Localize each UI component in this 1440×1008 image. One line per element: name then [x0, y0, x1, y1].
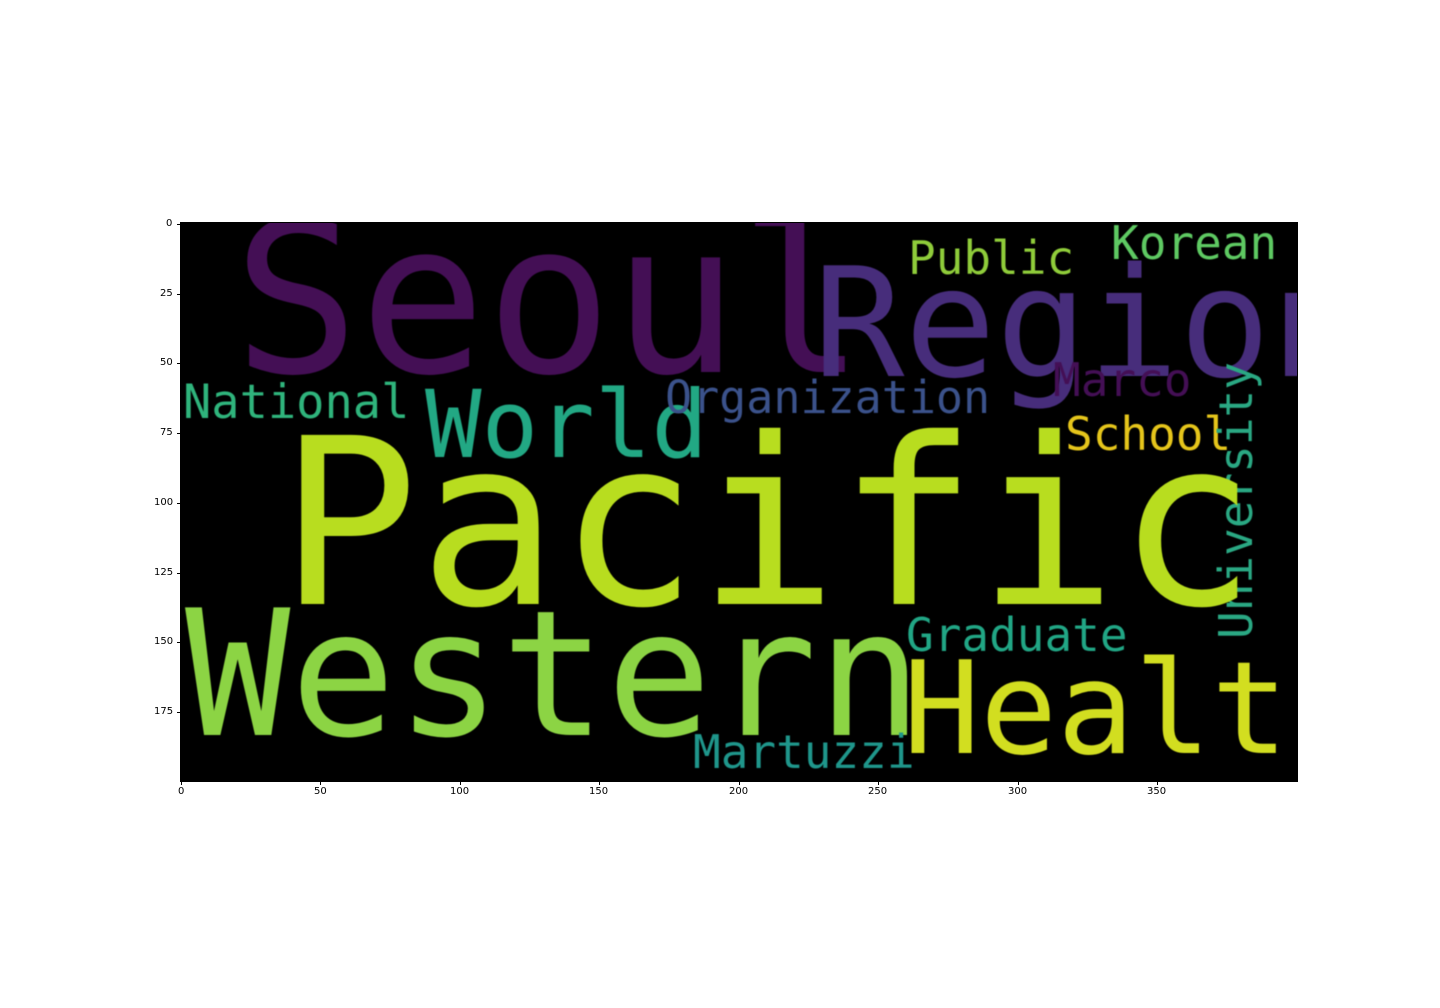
y-tick: [177, 224, 181, 225]
word-western: Western: [185, 574, 923, 777]
x-tick-label: 250: [868, 786, 888, 797]
word-organization: Organization: [665, 371, 991, 424]
y-tick: [177, 294, 181, 295]
word-korean: Korean: [1111, 223, 1278, 270]
x-tick: [599, 781, 600, 785]
wordcloud-image: Seoul Region Public Korean Marco Nationa…: [180, 222, 1298, 782]
word-seoul: Seoul: [233, 223, 866, 422]
x-tick-label: 350: [1147, 786, 1167, 797]
word-martuzzi: Martuzzi: [693, 725, 915, 779]
word-public: Public: [908, 231, 1075, 285]
y-tick: [177, 503, 181, 504]
y-tick-label: 25: [160, 288, 173, 299]
word-school: School: [1065, 407, 1232, 461]
y-tick-label: 0: [166, 218, 173, 229]
x-tick: [181, 781, 182, 785]
x-tick-label: 50: [314, 786, 327, 797]
x-tick-label: 0: [178, 786, 185, 797]
y-tick-label: 150: [154, 636, 174, 647]
x-tick-label: 200: [729, 786, 749, 797]
y-tick: [177, 712, 181, 713]
x-tick-label: 150: [589, 786, 609, 797]
x-tick: [878, 781, 879, 785]
word-world: World: [425, 371, 708, 480]
x-tick: [1157, 781, 1158, 785]
y-tick: [177, 433, 181, 434]
y-tick-label: 50: [160, 357, 173, 368]
y-tick-label: 100: [154, 497, 174, 508]
word-region: Region: [813, 235, 1297, 412]
x-tick-label: 300: [1008, 786, 1028, 797]
x-tick: [320, 781, 321, 785]
x-tick: [739, 781, 740, 785]
y-tick-label: 125: [154, 567, 174, 578]
x-tick: [1018, 781, 1019, 785]
y-tick: [177, 363, 181, 364]
word-national: National: [183, 375, 410, 430]
y-tick: [177, 573, 181, 574]
word-pacific: Pacific: [279, 389, 1257, 659]
word-health: Health: [903, 635, 1297, 781]
y-tick: [177, 642, 181, 643]
x-tick: [460, 781, 461, 785]
x-tick-label: 100: [450, 786, 470, 797]
y-tick-label: 75: [160, 427, 173, 438]
y-tick-label: 175: [154, 706, 174, 717]
word-graduate: Graduate: [906, 608, 1128, 662]
word-marco: Marco: [1053, 353, 1192, 407]
